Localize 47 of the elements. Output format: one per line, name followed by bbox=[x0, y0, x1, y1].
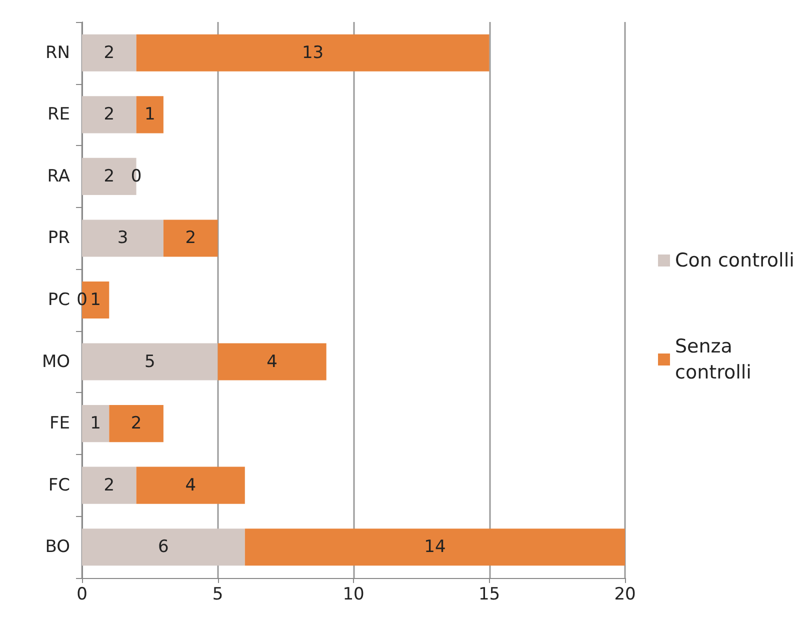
x-tick-label: 15 bbox=[478, 584, 500, 604]
data-label: 1 bbox=[90, 290, 101, 310]
data-label: 14 bbox=[424, 537, 446, 558]
x-tick-label: 0 bbox=[76, 584, 88, 604]
bar bbox=[136, 34, 490, 72]
bar bbox=[136, 466, 245, 504]
bar bbox=[82, 528, 245, 566]
y-tick-label: MO bbox=[42, 352, 70, 372]
data-label: 13 bbox=[302, 42, 324, 63]
data-label: 2 bbox=[130, 414, 142, 434]
data-label: 4 bbox=[266, 352, 278, 372]
data-label: 5 bbox=[144, 352, 156, 372]
x-tick-label: 10 bbox=[342, 584, 364, 604]
data-label: 2 bbox=[104, 475, 115, 496]
y-tick-label: BO bbox=[45, 537, 70, 558]
bar bbox=[244, 528, 625, 566]
y-tick-label: RA bbox=[47, 166, 70, 186]
data-label: 4 bbox=[185, 475, 196, 496]
legend-label: Senza controlli bbox=[675, 336, 752, 384]
y-tick-label: PR bbox=[48, 228, 70, 248]
y-tick-label: FC bbox=[48, 475, 70, 496]
y-tick-label: RE bbox=[47, 104, 70, 125]
bar bbox=[218, 343, 326, 380]
data-label: 2 bbox=[185, 228, 196, 248]
bar bbox=[82, 466, 136, 504]
y-tick-label: RN bbox=[45, 42, 70, 63]
y-tick-label: PC bbox=[48, 290, 70, 310]
data-label: 2 bbox=[104, 166, 115, 186]
bar bbox=[82, 343, 218, 380]
bar bbox=[163, 220, 218, 257]
data-label: 2 bbox=[104, 42, 115, 63]
bar bbox=[109, 405, 164, 442]
data-label: 1 bbox=[90, 414, 101, 434]
data-label: 3 bbox=[117, 228, 128, 248]
legend-label: Con controlli bbox=[675, 250, 794, 272]
data-label: 1 bbox=[144, 104, 156, 125]
data-label: 6 bbox=[158, 537, 169, 558]
data-label: 2 bbox=[104, 104, 115, 125]
bar bbox=[82, 96, 136, 134]
x-tick-label: 20 bbox=[614, 584, 636, 604]
x-tick-label: 5 bbox=[212, 584, 224, 604]
bar bbox=[136, 96, 164, 134]
y-tick-label: FE bbox=[49, 414, 70, 434]
bar bbox=[82, 220, 164, 257]
data-label: 0 bbox=[130, 166, 142, 186]
bar bbox=[82, 405, 110, 442]
bar bbox=[82, 34, 136, 72]
